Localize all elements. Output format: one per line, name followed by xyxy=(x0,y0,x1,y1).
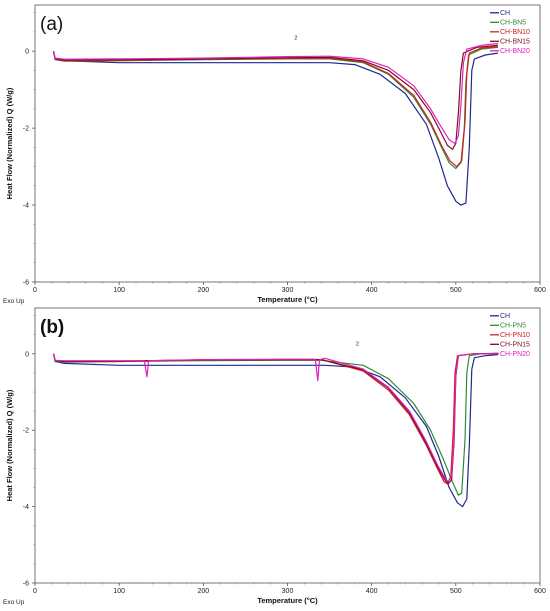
x-tick-label: 200 xyxy=(197,287,209,294)
x-tick-label: 500 xyxy=(450,287,462,294)
x-tick-label: 400 xyxy=(366,588,378,595)
panel-label: (a) xyxy=(40,14,63,35)
legend-entry: CH-BN20 xyxy=(500,48,530,55)
legend-entry: CH-PN5 xyxy=(500,323,526,330)
x-axis-label: Temperature (°C) xyxy=(257,295,318,304)
legend-entry: CH xyxy=(500,313,510,320)
plot-frame xyxy=(34,4,541,283)
x-tick-label: 400 xyxy=(366,287,378,294)
x-tick-label: 0 xyxy=(33,588,37,595)
legend-entry: CH-BN15 xyxy=(500,39,530,46)
chart-panel-a: 0 100 200 300 400 500 600 -6 -4 -2 0 Temperature (°… xyxy=(3,4,546,305)
legend-entry: CH-BN5 xyxy=(500,20,526,27)
series-line-ch-pn20 xyxy=(52,353,498,483)
curve-marker-label: 2 xyxy=(294,36,297,42)
series-line-ch-pn10 xyxy=(52,353,498,485)
series-line-ch-pn5 xyxy=(52,352,498,496)
exo-up-note: Exo Up xyxy=(3,599,25,606)
y-tick-label: -6 xyxy=(23,280,29,287)
x-axis-label: Temperature (°C) xyxy=(257,596,318,605)
x-tick-label: 500 xyxy=(450,588,462,595)
x-tick-label: 200 xyxy=(197,588,209,595)
panel-label: (b) xyxy=(40,317,64,338)
y-tick-label: -4 xyxy=(23,203,29,210)
y-tick-label: 0 xyxy=(25,351,29,358)
legend-entry: CH-PN10 xyxy=(500,332,530,339)
chart-panel-b: 0 100 200 300 400 500 600 -6 -4 -2 0 Temperature (°… xyxy=(3,307,546,606)
series-line-ch xyxy=(52,353,498,508)
legend-entry: CH-PN15 xyxy=(500,342,530,349)
series-line-ch-pn15 xyxy=(52,353,498,485)
legend: CH CH-PN5 CH-PN10 CH-PN15 CH-PN20 xyxy=(490,313,530,358)
y-axis-label: Heat Flow (Normalized) Q (W/g) xyxy=(5,389,14,501)
x-tick-label: 0 xyxy=(33,287,37,294)
series-line-ch-bn5 xyxy=(52,46,498,170)
x-tick-label: 300 xyxy=(282,287,294,294)
x-tick-label: 300 xyxy=(282,588,294,595)
legend-entry: CH xyxy=(500,10,510,17)
y-tick-label: -2 xyxy=(23,126,29,133)
exo-up-note: Exo Up xyxy=(3,298,25,305)
y-tick-label: -4 xyxy=(23,504,29,511)
y-tick-label: -6 xyxy=(23,581,29,588)
x-tick-label: 100 xyxy=(113,588,125,595)
series-line-ch-bn10 xyxy=(52,46,498,168)
x-tick-label: 100 xyxy=(113,287,125,294)
legend-entry: CH-PN20 xyxy=(500,351,530,358)
y-tick-label: 0 xyxy=(25,49,29,56)
series-line-ch-bn20 xyxy=(52,42,498,145)
series-line-ch xyxy=(52,51,498,206)
y-tick-label: -2 xyxy=(23,428,29,435)
y-axis-label: Heat Flow (Normalized) Q (W/g) xyxy=(5,87,14,199)
series-line-ch-bn15 xyxy=(52,44,498,150)
legend-entry: CH-BN10 xyxy=(500,29,530,36)
x-tick-label: 600 xyxy=(534,287,546,294)
curve-marker-label: 2 xyxy=(356,341,359,347)
x-tick-label: 600 xyxy=(534,588,546,595)
legend: CH CH-BN5 CH-BN10 CH-BN15 CH-BN20 xyxy=(490,10,530,55)
